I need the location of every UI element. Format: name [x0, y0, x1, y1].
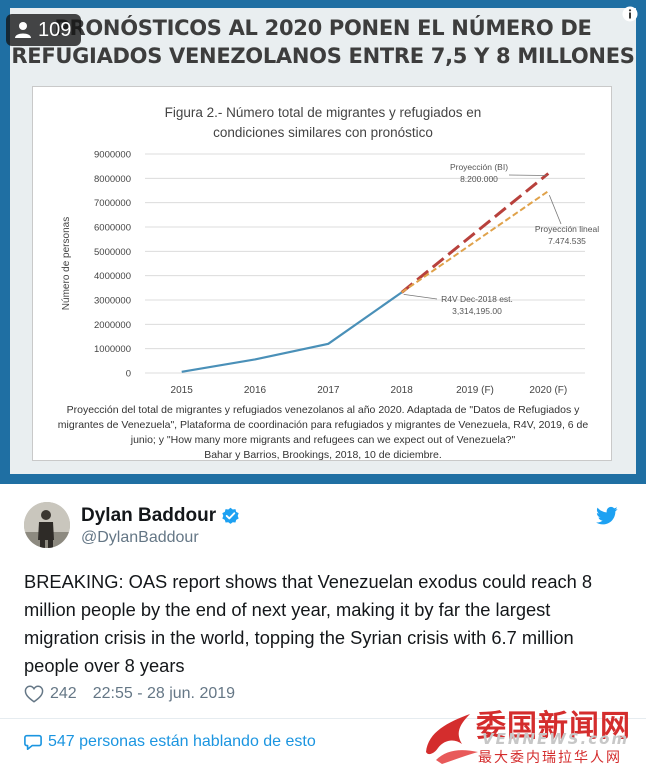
conversation-link[interactable]: 547 personas están hablando de esto	[24, 733, 316, 751]
conversation-link-text[interactable]: 547 personas están hablando de esto	[48, 733, 316, 750]
series-line	[401, 190, 549, 294]
tweet-media[interactable]: 109 PRONÓSTICOS AL 2020 PONEN EL NÚMERO …	[0, 0, 646, 484]
tweet-meta: 242 22:55 - 28 jun. 2019	[24, 683, 235, 705]
x-tick-label: 2019 (F)	[456, 385, 494, 396]
tweet-timestamp[interactable]: 22:55 - 28 jun. 2019	[92, 685, 236, 702]
x-tick-label: 2020 (F)	[529, 385, 567, 396]
info-icon[interactable]	[622, 6, 638, 22]
chart-figure: Figura 2.- Número total de migrantes y r…	[32, 86, 612, 461]
series-line	[400, 172, 550, 294]
watermark-title: 委国新闻网	[476, 709, 631, 744]
line-chart: Figura 2.- Número total de migrantes y r…	[61, 105, 599, 396]
divider	[0, 718, 646, 719]
tweet-text: BREAKING: OAS report shows that Venezuel…	[24, 571, 593, 676]
chart-title: condiciones similares con pronóstico	[213, 125, 433, 140]
verified-badge-icon	[222, 507, 239, 524]
heart-icon[interactable]	[24, 685, 44, 703]
infographic-slide: PRONÓSTICOS AL 2020 PONEN EL NÚMERO DE R…	[10, 8, 636, 474]
slide-title-line-1: PRONÓSTICOS AL 2020 PONEN EL NÚMERO DE	[54, 16, 592, 40]
series-line	[181, 291, 403, 373]
y-tick-label: 4000000	[94, 271, 131, 282]
y-tick-label: 5000000	[94, 247, 131, 258]
like-count[interactable]: 242	[50, 685, 77, 702]
person-icon	[15, 22, 31, 38]
author-name-text[interactable]: Dylan Baddour	[81, 505, 217, 526]
annotation-value: 7.474.535	[548, 236, 586, 246]
caption-line: migrantes de Venezuela", Plataforma de c…	[57, 419, 589, 431]
x-tick-label: 2016	[244, 385, 267, 396]
y-tick-label: 9000000	[94, 150, 131, 161]
y-tick-label: 2000000	[94, 320, 131, 331]
view-count-badge: 109	[6, 14, 82, 46]
tweet-author-header: Dylan Baddour @DylanBaddour	[24, 502, 624, 550]
y-tick-label: 6000000	[94, 223, 131, 234]
caption-line: junio; y "How many more migrants and ref…	[130, 434, 516, 446]
caption-line: Bahar y Barrios, Brookings, 2018, 10 de …	[204, 449, 442, 461]
y-axis-label: Número de personas	[61, 217, 72, 310]
annotation-leader	[548, 194, 562, 225]
watermark-url: VENNEWS.com	[482, 730, 630, 748]
y-tick-label: 7000000	[94, 198, 131, 209]
chart-caption: Proyección del total de migrantes y refu…	[33, 403, 613, 463]
x-tick-label: 2018	[391, 385, 414, 396]
x-tick-label: 2015	[171, 385, 194, 396]
y-tick-label: 1000000	[94, 344, 131, 355]
caption-line: Proyección del total de migrantes y refu…	[66, 404, 580, 416]
slide-title: PRONÓSTICOS AL 2020 PONEN EL NÚMERO DE R…	[10, 14, 636, 70]
avatar[interactable]	[24, 502, 70, 548]
y-tick-label: 0	[126, 369, 131, 380]
annotation-value: 8.200.000	[460, 174, 498, 184]
y-tick-label: 3000000	[94, 296, 131, 307]
slide-title-line-2: REFUGIADOS VENEZOLANOS ENTRE 7,5 Y 8 MIL…	[11, 44, 635, 68]
annotation-value: 3,314,195.00	[452, 306, 502, 316]
author-name[interactable]: Dylan Baddour	[81, 505, 240, 527]
x-tick-label: 2017	[317, 385, 340, 396]
annotation-label: R4V Dec-2018 est.	[441, 294, 513, 304]
author-handle[interactable]: @DylanBaddour	[81, 529, 199, 546]
watermark-subtitle: 最大委内瑞拉华人网	[478, 750, 622, 766]
view-count: 109	[38, 18, 72, 41]
annotation-label: Proyección lineal	[535, 224, 599, 234]
annotation-leader	[403, 293, 438, 300]
annotation-label: Proyección (BI)	[450, 162, 508, 172]
chart-title: Figura 2.- Número total de migrantes y r…	[165, 105, 482, 120]
site-watermark: 委国新闻网 VENNEWS.com 最大委内瑞拉华人网	[418, 700, 646, 768]
comment-bubble-icon	[24, 734, 42, 751]
twitter-bird-icon[interactable]	[596, 506, 618, 526]
y-tick-label: 8000000	[94, 174, 131, 185]
avatar-image	[24, 502, 70, 548]
watermark-logo-icon	[426, 714, 478, 764]
